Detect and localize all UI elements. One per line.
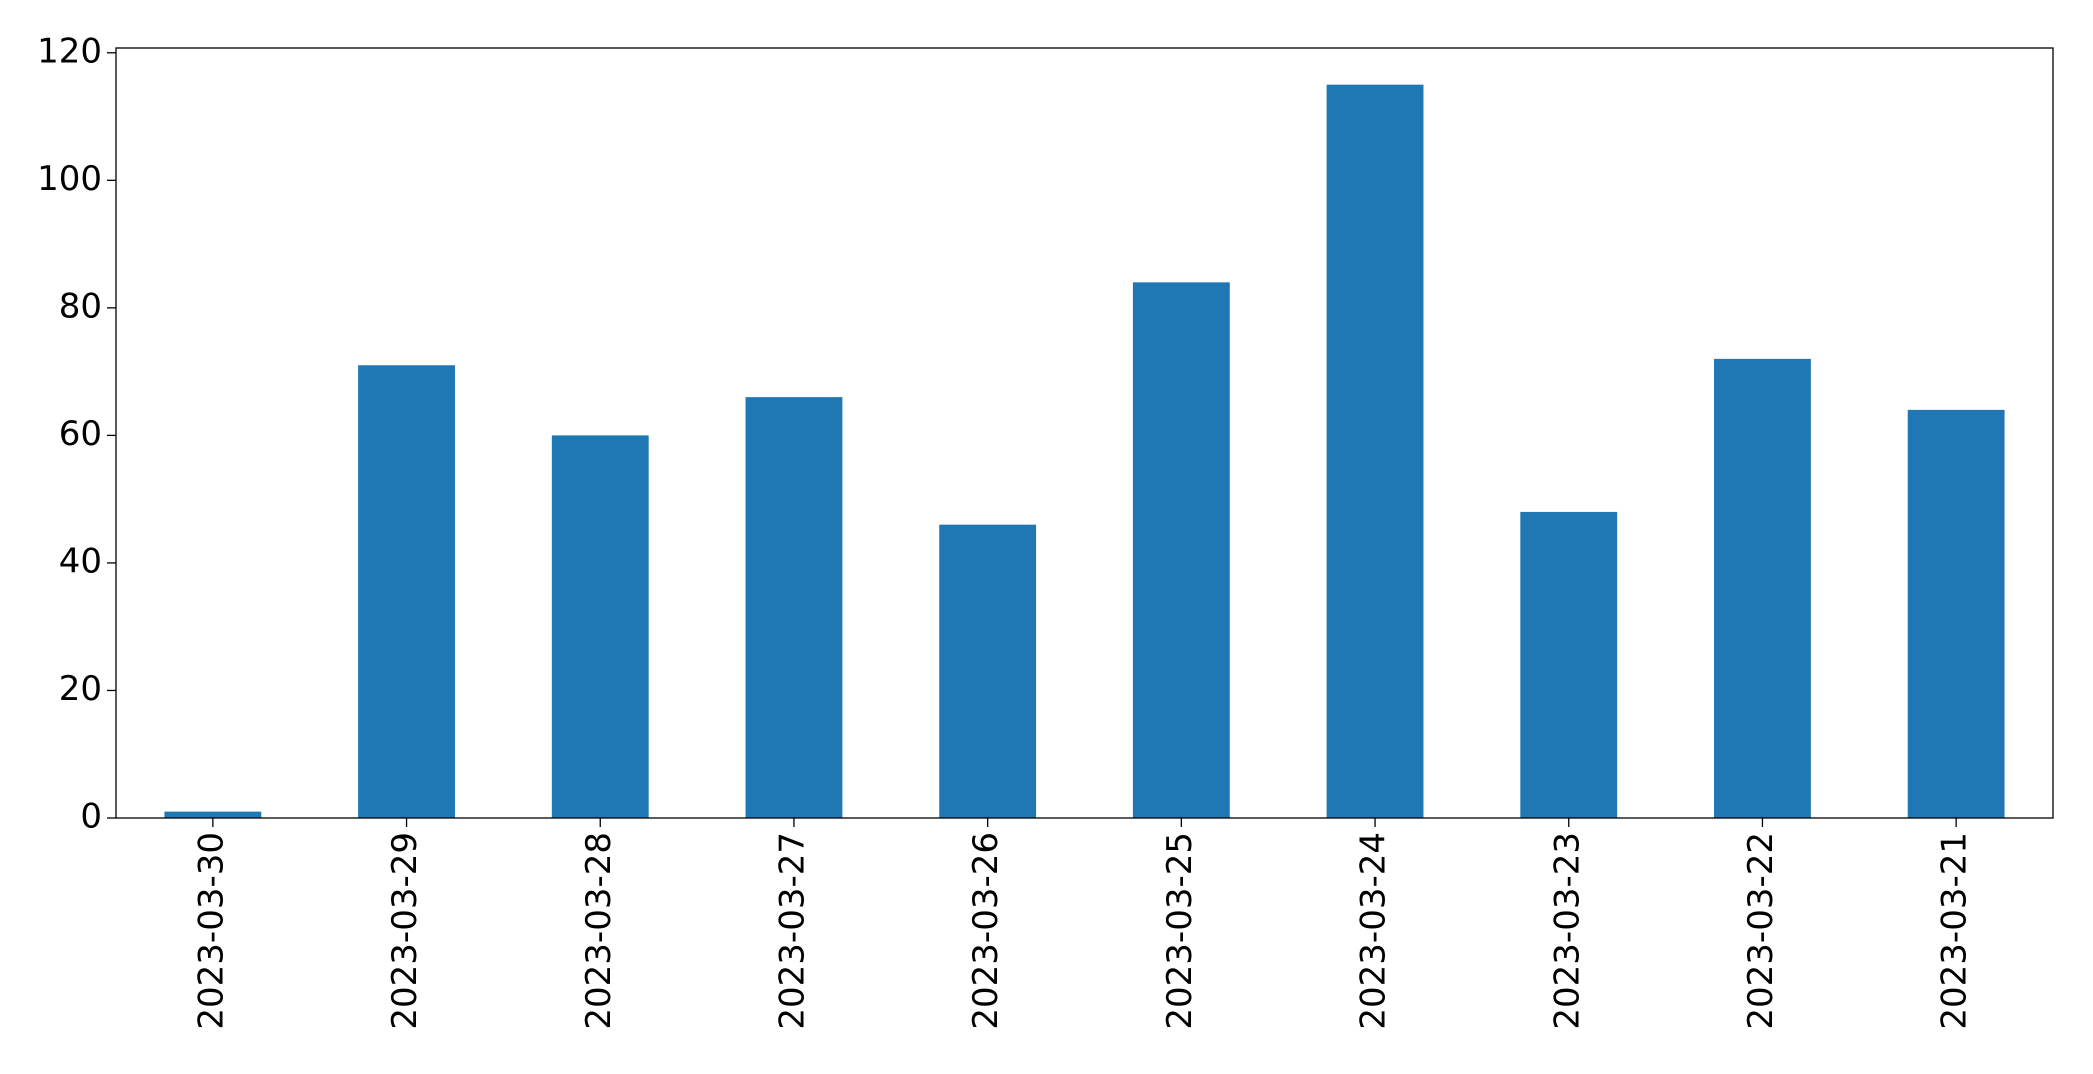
bar bbox=[745, 397, 843, 818]
bar bbox=[358, 365, 455, 818]
bar bbox=[551, 435, 649, 818]
x-tick-label: 2023-03-21 bbox=[1935, 832, 1975, 1030]
x-tick-label: 2023-03-30 bbox=[191, 832, 231, 1030]
bar bbox=[1326, 84, 1424, 818]
y-tick-label: 40 bbox=[59, 541, 102, 581]
bar bbox=[1714, 358, 1811, 818]
bar bbox=[1132, 282, 1230, 818]
x-tick-label: 2023-03-26 bbox=[966, 832, 1006, 1030]
y-tick-label: 100 bbox=[37, 159, 102, 199]
x-tick-label: 2023-03-28 bbox=[579, 832, 619, 1030]
x-tick-label: 2023-03-24 bbox=[1354, 832, 1394, 1030]
bar bbox=[1520, 511, 1618, 818]
plot-frame bbox=[115, 47, 2054, 819]
bar bbox=[1907, 409, 2005, 818]
y-tick-label: 80 bbox=[59, 286, 102, 326]
x-tick-label: 2023-03-25 bbox=[1160, 832, 1200, 1030]
x-tick-label: 2023-03-22 bbox=[1741, 832, 1781, 1030]
x-tick-label: 2023-03-27 bbox=[772, 832, 812, 1030]
y-tick-label: 20 bbox=[59, 669, 102, 709]
x-tick-label: 2023-03-29 bbox=[385, 832, 425, 1030]
y-tick-label: 0 bbox=[80, 797, 102, 837]
y-tick-label: 60 bbox=[59, 414, 102, 454]
y-tick-label: 120 bbox=[37, 31, 102, 71]
x-tick-label: 2023-03-23 bbox=[1547, 832, 1587, 1030]
bar bbox=[939, 524, 1037, 818]
bar bbox=[164, 811, 262, 818]
